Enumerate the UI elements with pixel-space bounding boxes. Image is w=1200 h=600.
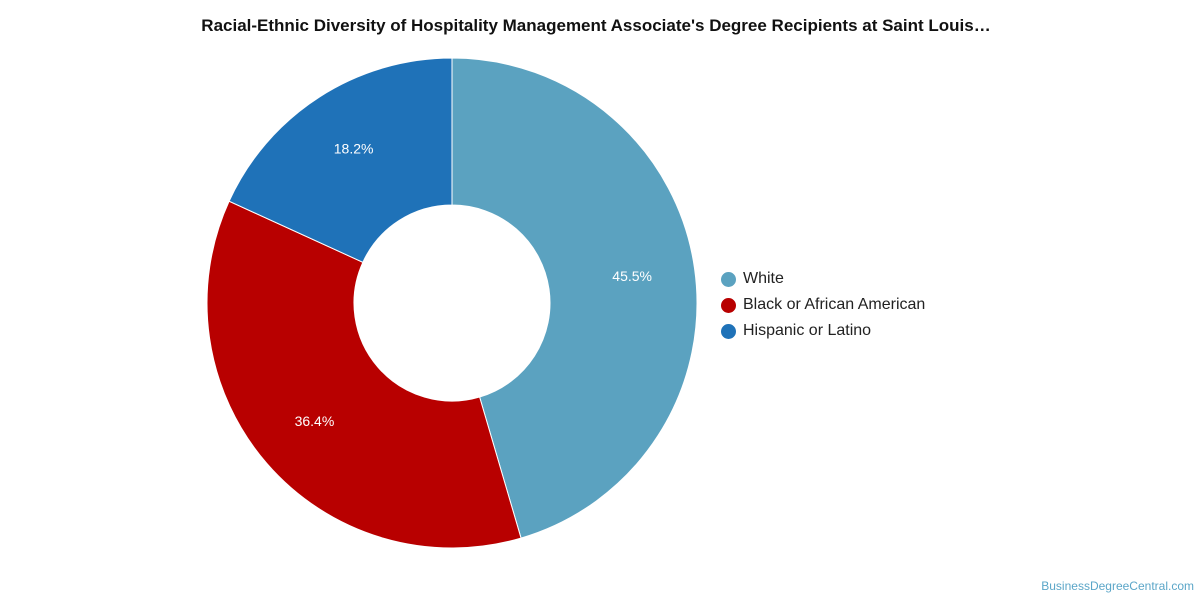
legend-swatch-hispanic-or-latino (721, 323, 736, 339)
donut-slice-black-or-african-american[interactable] (206, 200, 522, 549)
legend-label-white: White (743, 270, 784, 287)
slice-label-hispanic-or-latino: 18.2% (334, 141, 374, 157)
legend-item-hispanic-or-latino[interactable]: Hispanic or Latino (721, 318, 925, 344)
legend-label-hispanic-or-latino: Hispanic or Latino (743, 322, 872, 339)
source-link[interactable]: BusinessDegreeCentral.com (1041, 579, 1194, 593)
chart-title: Racial-Ethnic Diversity of Hospitality M… (201, 16, 991, 35)
legend-item-black-or-african-american[interactable]: Black or African American (721, 292, 925, 318)
legend-swatch-white (721, 271, 736, 287)
donut-slice-labels: 45.5% 36.4% 18.2% (295, 141, 652, 429)
slice-label-white: 45.5% (612, 268, 652, 284)
legend-item-white[interactable]: White (721, 266, 925, 292)
donut-slice-white[interactable] (451, 57, 698, 539)
legend-label-black-or-african-american: Black or African American (743, 296, 926, 313)
chart-legend: White Black or African American Hispanic… (721, 266, 925, 344)
donut-slice-hispanic-or-latino[interactable] (228, 57, 453, 263)
donut-slices (206, 57, 698, 549)
legend-swatch-black-or-african-american (721, 297, 736, 313)
slice-label-black-or-african-american: 36.4% (295, 413, 335, 429)
